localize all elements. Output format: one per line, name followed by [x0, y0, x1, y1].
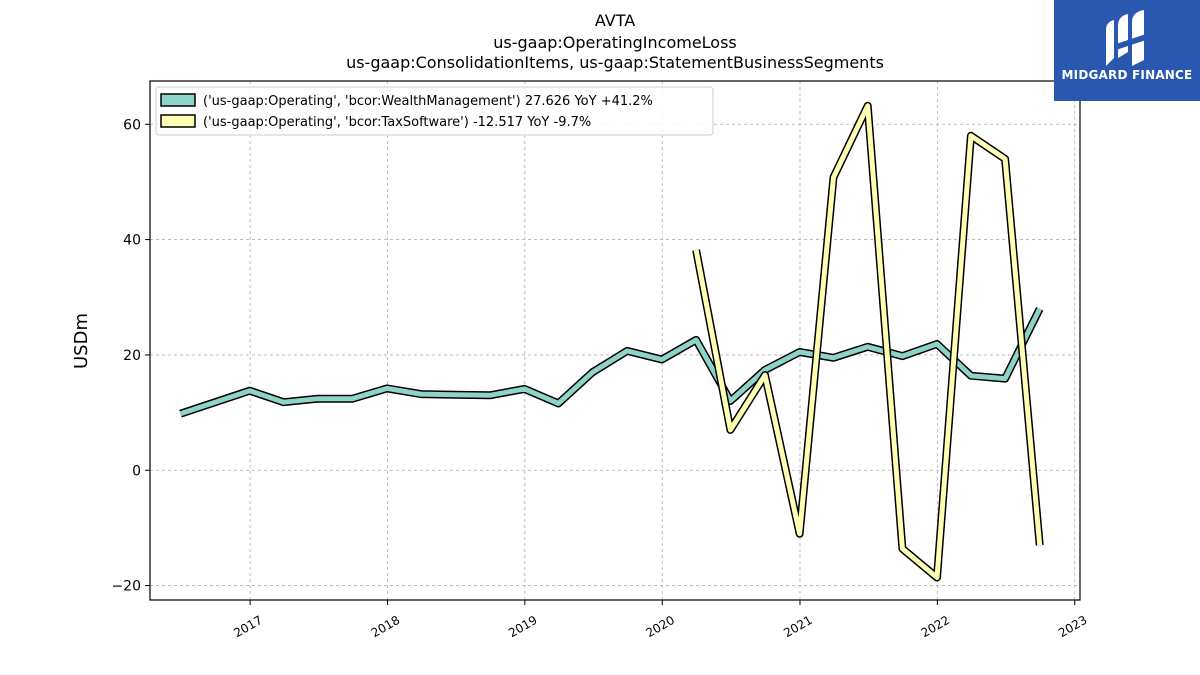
legend: ('us-gaap:Operating', 'bcor:WealthManage… [155, 86, 714, 136]
x-axis: 2017 2018 2019 2020 2021 2022 2023 [231, 600, 1089, 640]
y-tick-label: 20 [123, 348, 141, 364]
legend-swatch-tax-software [160, 114, 196, 128]
x-tick-label: 2021 [781, 613, 814, 640]
y-axis-label: USDm [71, 313, 92, 369]
series-1 [692, 101, 1044, 582]
chart-subtitle-metric: us-gaap:OperatingIncomeLoss [493, 33, 737, 52]
grid-lines [150, 81, 1080, 600]
legend-label-wealth-management: ('us-gaap:Operating', 'bcor:WealthManage… [203, 94, 653, 109]
y-tick-label: −20 [111, 579, 141, 595]
y-tick-label: 60 [123, 117, 141, 133]
plot-frame [149, 80, 1081, 601]
series-line [693, 103, 1043, 580]
legend-label-tax-software: ('us-gaap:Operating', 'bcor:TaxSoftware'… [203, 115, 591, 130]
series-line-outline [692, 101, 1044, 582]
midgard-m-icon [1106, 10, 1146, 66]
x-tick-label: 2018 [369, 613, 402, 640]
logo-text: MIDGARD FINANCE [1061, 68, 1193, 82]
chart-subtitle-dimensions: us-gaap:ConsolidationItems, us-gaap:Stat… [346, 53, 884, 72]
legend-box [155, 86, 714, 136]
y-tick-label: 40 [123, 233, 141, 249]
series-0 [179, 307, 1044, 418]
x-tick-label: 2023 [1056, 613, 1089, 640]
y-tick-label: 0 [132, 463, 141, 479]
legend-swatch-wealth-management [160, 93, 196, 107]
series-layer [179, 101, 1044, 582]
x-tick-label: 2017 [231, 613, 264, 640]
x-tick-label: 2019 [506, 613, 539, 640]
midgard-finance-logo: MIDGARD FINANCE [1054, 0, 1200, 101]
x-tick-label: 2020 [644, 613, 677, 640]
chart-title: AVTA [595, 11, 635, 30]
series-line [179, 307, 1042, 417]
x-tick-label: 2022 [919, 613, 952, 640]
y-axis: −20 0 20 40 60 [111, 117, 150, 595]
